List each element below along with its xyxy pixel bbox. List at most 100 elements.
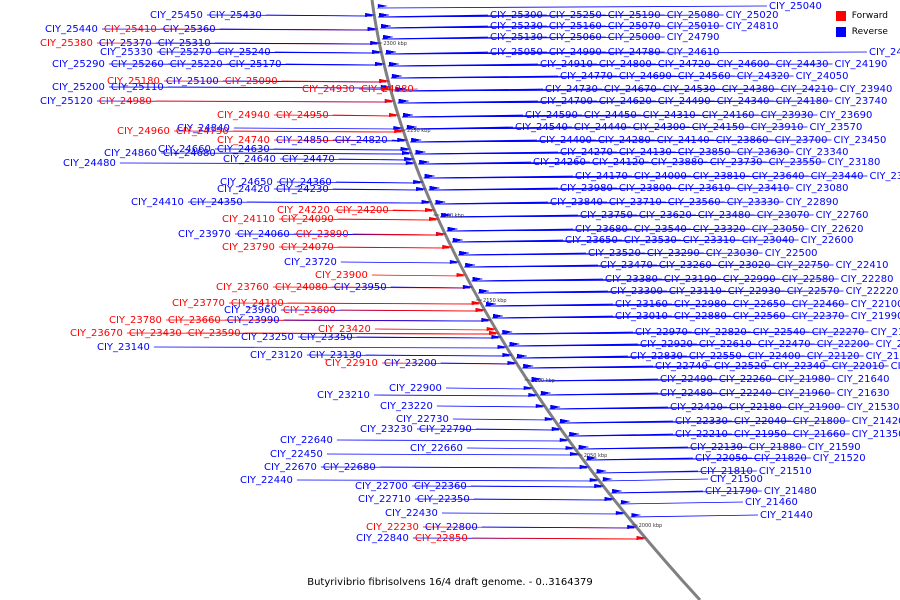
gene-feature — [379, 79, 390, 83]
gene-label: CIY_22430 — [385, 508, 438, 519]
gene-label: CIY_21630 — [837, 388, 890, 399]
genome-caption: Butyrivibrio fibrisolvens 16/4 draft gen… — [307, 577, 593, 588]
gene-label: CIY_22800 — [425, 522, 478, 533]
gene-label: CIY_23740 — [835, 96, 888, 107]
gene-label: CIY_25180 — [107, 76, 160, 87]
gene-label: CIY_24190 — [835, 59, 888, 70]
leader-line — [356, 336, 499, 339]
gene-label: CIY_24260 — [533, 157, 586, 168]
gene-feature — [388, 62, 399, 66]
leader-line — [296, 479, 597, 482]
gene-feature — [559, 438, 570, 442]
tick-label: 2150 kbp — [483, 298, 507, 304]
gene-feature — [393, 126, 404, 130]
leader-line — [492, 315, 849, 319]
gene-feature — [395, 87, 406, 91]
gene-label: CIY_21810 — [700, 466, 753, 477]
gene-feature — [479, 289, 490, 293]
leader-line — [232, 130, 402, 133]
gene-label: CIY_25370 — [99, 38, 152, 49]
gene-label: CIY_24170 — [575, 171, 628, 182]
leader-line — [585, 457, 811, 461]
leader-line — [452, 418, 552, 421]
gene-label: CIY_24780 — [608, 47, 661, 58]
gene-label: CIY_23220 — [380, 401, 433, 412]
leader-line — [214, 42, 378, 45]
gene-label: CIY_24620 — [599, 96, 652, 107]
gene-label: CIY_22550 — [689, 351, 742, 362]
gene-label: CIY_22710 — [358, 494, 411, 505]
gene-label: CIY_22570 — [787, 286, 840, 297]
tick-label: 2250 kbp — [407, 128, 431, 134]
gene-label: CIY_23470 — [600, 260, 653, 271]
gene-label: CIY_23160 — [615, 299, 668, 310]
leader-line — [390, 286, 470, 289]
gene-feature — [560, 419, 571, 423]
gene-feature — [442, 245, 453, 249]
gene-label: CIY_21990 — [851, 311, 900, 322]
gene-label: CIY_23020 — [718, 260, 771, 271]
leader-line — [559, 420, 850, 424]
gene-label: CIY_25240 — [218, 47, 271, 58]
gene-label: CIY_25000 — [608, 32, 661, 43]
legend-label-forward: Forward — [851, 11, 888, 21]
gene-label: CIY_23120 — [250, 350, 303, 361]
gene-label: CIY_24630 — [217, 144, 270, 155]
leader-line — [339, 309, 483, 312]
leader-line — [338, 158, 412, 161]
gene-feature — [404, 157, 415, 161]
gene-label: CIY_23770 — [172, 298, 225, 309]
gene-label: CIY_21940 — [871, 327, 900, 338]
gene-label: CIY_24100 — [231, 298, 284, 309]
gene-feature — [415, 150, 426, 154]
gene-label: CIY_24230 — [276, 184, 329, 195]
gene-label: CIY_23260 — [659, 260, 712, 271]
gene-feature — [406, 125, 417, 129]
gene-label: CIY_22400 — [748, 351, 801, 362]
leader-line — [611, 490, 762, 494]
leader-line — [436, 405, 543, 408]
leader-line — [337, 218, 437, 221]
gene-label: CIY_24440 — [574, 122, 627, 133]
gene-label: CIY_23550 — [769, 157, 822, 168]
leader-line — [287, 302, 479, 305]
gene-label: CIY_21820 — [754, 453, 807, 464]
gene-label: CIY_23590 — [188, 328, 241, 339]
gene-label: CIY_22910 — [325, 358, 378, 369]
gene-label: CIY_24130 — [619, 147, 672, 158]
gene-label: CIY_24270 — [560, 147, 613, 158]
gene-label: CIY_25250 — [549, 10, 602, 21]
gene-label: CIY_23970 — [178, 229, 231, 240]
gene-label: CIY_24820 — [335, 135, 388, 146]
gene-feature — [528, 393, 539, 397]
leader-line — [337, 246, 450, 249]
gene-label: CIY_25040 — [769, 1, 822, 12]
gene-label: CIY_22620 — [811, 224, 864, 235]
gene-label: CIY_22490 — [660, 374, 713, 385]
gene-label: CIY_22600 — [801, 235, 854, 246]
gene-feature — [544, 417, 555, 421]
tick-label: 2200 kbp — [440, 213, 464, 219]
gene-label: CIY_23630 — [737, 147, 790, 158]
leader-line — [352, 233, 444, 236]
gene-feature — [462, 285, 473, 289]
leader-line — [365, 354, 510, 357]
gene-label: CIY_25100 — [166, 76, 219, 87]
gene-feature — [579, 465, 590, 469]
leader-lines — [96, 5, 889, 540]
gene-label: CIY_24280 — [598, 135, 651, 146]
gene-label: CIY_23780 — [109, 315, 162, 326]
gene-feature — [615, 511, 626, 515]
gene-label: CIY_24360 — [279, 177, 332, 188]
gene-label: CIY_23980 — [560, 183, 613, 194]
gene-label: CIY_23070 — [757, 210, 810, 221]
gene-label: CIY_24800 — [599, 59, 652, 70]
gene-label: CIY_22610 — [699, 339, 752, 350]
gene-label: CIY_24850 — [276, 135, 329, 146]
gene-label: CIY_24860 — [104, 148, 157, 159]
tick-marks: 2300 kbp 2250 kbp 2200 kbp 2150 kbp 2100 kbp… — [376, 41, 662, 529]
gene-label: CIY_23940 — [840, 84, 893, 95]
leader-line — [475, 428, 559, 431]
leader-line — [397, 100, 833, 104]
gene-label: CIY_22740 — [655, 361, 708, 372]
